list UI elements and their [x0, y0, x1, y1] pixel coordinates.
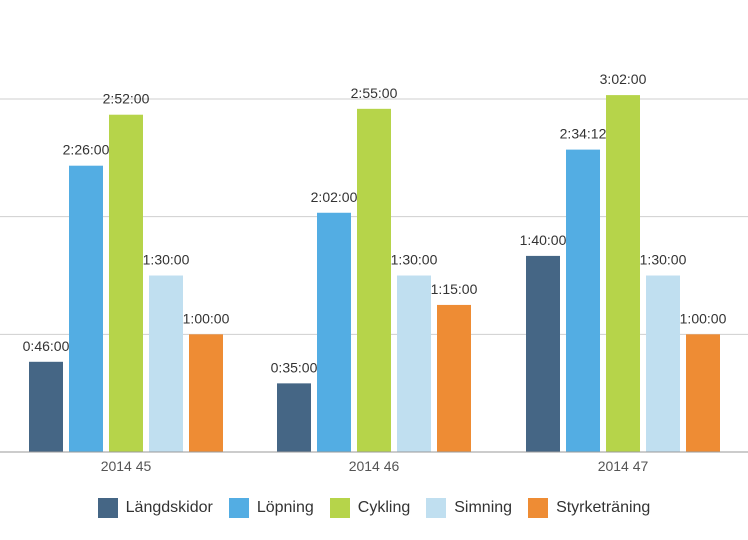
bar [317, 212, 351, 452]
legend-label: Längdskidor [125, 499, 213, 516]
data-label: 2:34:12 [560, 126, 607, 142]
data-label: 2:55:00 [351, 85, 398, 101]
bars [29, 95, 720, 453]
bar [437, 304, 471, 452]
legend: Längdskidor Löpning Cykling Simning Styrketr… [0, 494, 748, 522]
legend-label: Cykling [357, 499, 411, 516]
data-label: 1:30:00 [640, 252, 687, 268]
bar [566, 149, 600, 452]
bar [686, 334, 720, 452]
bar [357, 108, 391, 452]
data-label: 1:30:00 [143, 252, 190, 268]
bar [526, 255, 560, 452]
bar [397, 275, 431, 452]
legend-item: Cykling [329, 498, 411, 518]
bar [109, 114, 143, 452]
legend-item: Längdskidor [97, 498, 213, 518]
data-label: 1:30:00 [391, 252, 438, 268]
legend-label: Styrketräning [556, 499, 651, 516]
legend-swatch [329, 498, 350, 518]
bar [606, 95, 640, 453]
data-label: 0:46:00 [23, 338, 70, 354]
legend-item: Löpning [228, 498, 314, 518]
x-tick-labels: 2014 45 2014 46 2014 47 [101, 458, 649, 474]
bar [189, 334, 223, 452]
bar [646, 275, 680, 452]
data-label: 2:26:00 [63, 142, 110, 158]
legend-item: Simning [426, 498, 512, 518]
bar [69, 165, 103, 452]
x-tick-label: 2014 46 [349, 458, 400, 474]
data-labels: 0:46:00 2:26:00 2:52:00 1:30:00 1:00:00 0:35:… [23, 71, 727, 375]
x-tick-label: 2014 45 [101, 458, 152, 474]
legend-swatch [97, 498, 118, 518]
data-label: 1:00:00 [183, 310, 230, 326]
legend-item: Styrketräning [528, 498, 650, 518]
bar [277, 383, 311, 452]
legend-label: Löpning [256, 499, 314, 516]
data-label: 1:00:00 [680, 310, 727, 326]
data-label: 0:35:00 [271, 359, 318, 375]
legend-swatch [426, 498, 447, 518]
data-label: 1:40:00 [520, 232, 567, 248]
data-label: 2:52:00 [103, 91, 150, 107]
x-tick-label: 2014 47 [598, 458, 649, 474]
data-label: 2:02:00 [311, 189, 358, 205]
legend-swatch [528, 498, 549, 518]
bar [29, 361, 63, 452]
data-label: 1:15:00 [431, 281, 478, 297]
legend-label: Simning [454, 499, 513, 516]
legend-swatch [228, 498, 249, 518]
data-label: 3:02:00 [600, 71, 647, 87]
bar [149, 275, 183, 452]
